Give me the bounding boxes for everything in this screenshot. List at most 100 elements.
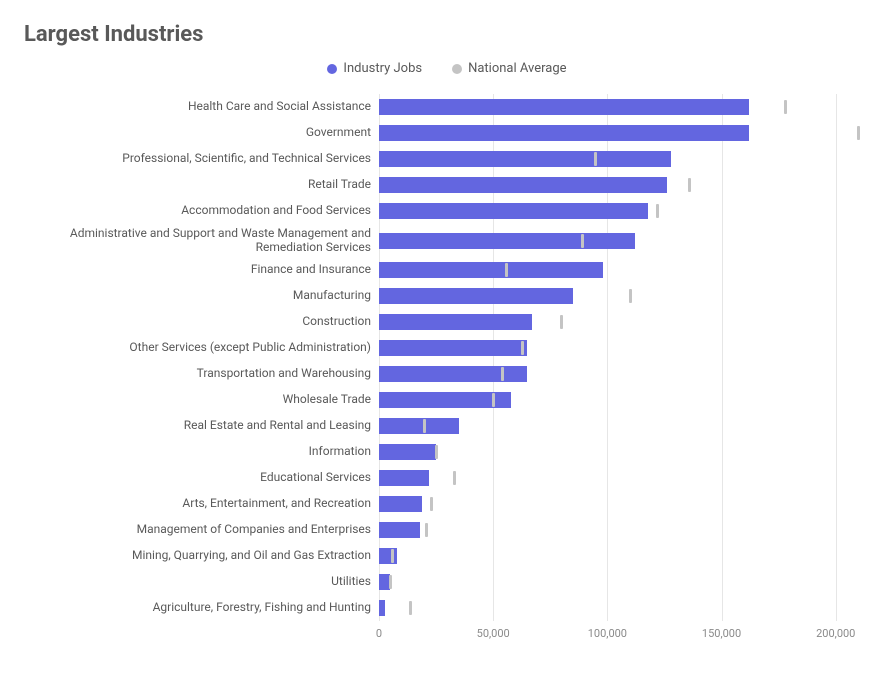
axis-spacer [24,627,379,643]
chart-row: Administrative and Support and Waste Man… [24,224,870,257]
legend-swatch-industry-jobs [327,64,337,74]
row-plot [379,309,870,335]
row-plot [379,491,870,517]
category-label: Retail Trade [24,178,379,192]
industry-jobs-bar [379,444,436,460]
axis-tick: 200,000 [816,627,855,640]
row-plot [379,198,870,224]
chart-row: Educational Services [24,465,870,491]
national-average-marker [505,263,508,277]
category-label: Manufacturing [24,289,379,303]
chart-row: Mining, Quarrying, and Oil and Gas Extra… [24,543,870,569]
chart-container: Largest Industries Industry Jobs Nationa… [0,0,894,685]
row-plot [379,120,870,146]
industry-jobs-bar [379,288,573,304]
legend-item-industry-jobs: Industry Jobs [327,61,422,76]
national-average-marker [857,126,860,140]
chart-row: Arts, Entertainment, and Recreation [24,491,870,517]
industry-jobs-bar [379,340,527,356]
chart-row: Manufacturing [24,283,870,309]
category-label: Finance and Insurance [24,263,379,277]
category-label: Real Estate and Rental and Leasing [24,419,379,433]
chart-row: Transportation and Warehousing [24,361,870,387]
category-label: Mining, Quarrying, and Oil and Gas Extra… [24,549,379,563]
chart-row: Accommodation and Food Services [24,198,870,224]
chart-row: Wholesale Trade [24,387,870,413]
axis-tick: 0 [376,627,382,640]
legend: Industry Jobs National Average [24,61,870,76]
row-plot [379,439,870,465]
row-plot [379,465,870,491]
row-plot [379,257,870,283]
category-label: Utilities [24,575,379,589]
industry-jobs-bar [379,203,648,219]
chart-row: Government [24,120,870,146]
category-label: Professional, Scientific, and Technical … [24,152,379,166]
row-plot [379,224,870,257]
row-plot [379,387,870,413]
category-label: Accommodation and Food Services [24,204,379,218]
national-average-marker [521,341,524,355]
axis-ticks: 0 50,000 100,000 150,000 200,000 [379,627,870,643]
industry-jobs-bar [379,470,429,486]
row-plot [379,361,870,387]
chart-row: Retail Trade [24,172,870,198]
chart-row: Information [24,439,870,465]
category-label: Transportation and Warehousing [24,367,379,381]
row-plot [379,517,870,543]
chart-row: Professional, Scientific, and Technical … [24,146,870,172]
legend-item-national-average: National Average [452,61,567,76]
industry-jobs-bar [379,548,397,564]
national-average-marker [656,204,659,218]
chart-row: Health Care and Social Assistance [24,94,870,120]
row-plot [379,413,870,439]
industry-jobs-bar [379,522,420,538]
industry-jobs-bar [379,177,667,193]
chart-row: Finance and Insurance [24,257,870,283]
category-label: Wholesale Trade [24,393,379,407]
row-plot [379,595,870,621]
industry-jobs-bar [379,496,422,512]
chart-row: Construction [24,309,870,335]
national-average-marker [594,152,597,166]
category-label: Administrative and Support and Waste Man… [24,227,379,255]
row-plot [379,94,870,120]
category-label: Other Services (except Public Administra… [24,341,379,355]
industry-jobs-bar [379,418,459,434]
national-average-marker [409,601,412,615]
chart-row: Management of Companies and Enterprises [24,517,870,543]
industry-jobs-bar [379,233,635,249]
row-plot [379,543,870,569]
axis-tick: 150,000 [702,627,741,640]
legend-label-national-average: National Average [468,61,567,76]
industry-jobs-bar [379,125,749,141]
chart-row: Other Services (except Public Administra… [24,335,870,361]
national-average-marker [560,315,563,329]
national-average-marker [581,234,584,248]
industry-jobs-bar [379,99,749,115]
category-label: Management of Companies and Enterprises [24,523,379,537]
industry-jobs-bar [379,314,532,330]
category-label: Construction [24,315,379,329]
chart-row: Agriculture, Forestry, Fishing and Hunti… [24,595,870,621]
category-label: Government [24,126,379,140]
row-plot [379,172,870,198]
axis-tick: 100,000 [588,627,627,640]
x-axis: 0 50,000 100,000 150,000 200,000 [24,627,870,643]
national-average-marker [629,289,632,303]
chart-rows: Health Care and Social Assistance Governm… [24,94,870,621]
legend-swatch-national-average [452,64,462,74]
axis-tick: 50,000 [477,627,510,640]
national-average-marker [688,178,691,192]
category-label: Educational Services [24,471,379,485]
national-average-marker [423,419,426,433]
legend-label-industry-jobs: Industry Jobs [343,61,422,76]
national-average-marker [430,497,433,511]
row-plot [379,146,870,172]
chart-title: Largest Industries [24,22,870,47]
national-average-marker [391,549,394,563]
row-plot [379,569,870,595]
chart-row: Real Estate and Rental and Leasing [24,413,870,439]
row-plot [379,335,870,361]
national-average-marker [501,367,504,381]
